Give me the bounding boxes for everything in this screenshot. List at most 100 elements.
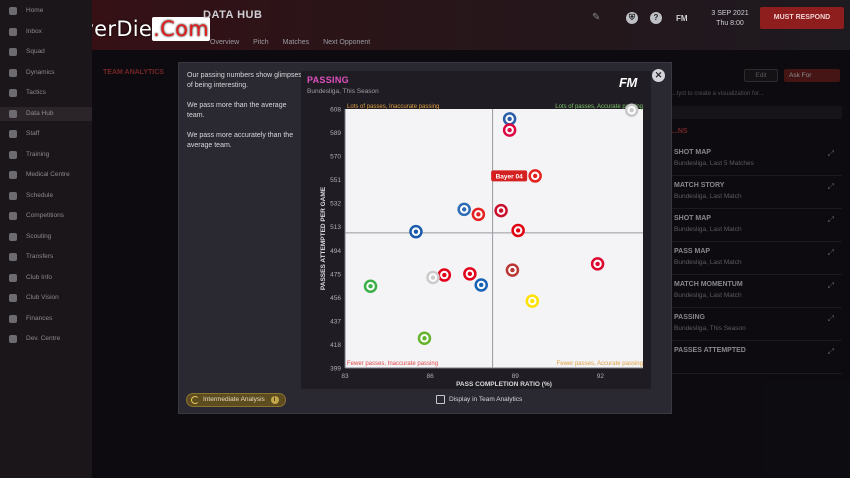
sidebar-item-competitions[interactable]: Competitions <box>0 209 92 223</box>
continue-button[interactable]: MUST RESPOND <box>760 7 844 29</box>
nav-icon <box>9 314 17 323</box>
expand-icon[interactable]: ⤢ <box>827 215 834 224</box>
analysis-card-title: PASS MAP <box>674 248 711 255</box>
team-crest-point-center <box>476 212 481 217</box>
expand-icon[interactable]: ⤢ <box>827 347 834 356</box>
analysis-card[interactable]: MATCH STORY Bundesliga, Last Match ⤢ <box>672 179 842 209</box>
quadrant-label-bottom-left: Fewer passes, Inaccurate passing <box>347 361 438 367</box>
team-crest-point-center <box>430 275 436 280</box>
analysis-search-input[interactable] <box>672 106 842 119</box>
quadrant-label-top-left: Lots of passes, Inaccurate passing <box>347 104 439 110</box>
team-crest-point-center <box>413 229 419 234</box>
chart-title: PASSING <box>307 75 349 85</box>
y-tick-label: 608 <box>330 107 341 114</box>
nav-icon <box>9 89 17 97</box>
sidebar-item-dev-centre[interactable]: Dev. Centre <box>0 332 92 346</box>
team-crest-point-center <box>467 271 473 277</box>
analysis-card[interactable]: SHOT MAP Bundesliga, Last Match ⤢ <box>672 212 842 242</box>
fm-menu-button[interactable]: FM <box>676 14 688 23</box>
team-crest-point-center <box>629 108 634 113</box>
sidebar-item-squad[interactable]: Squad <box>0 45 92 59</box>
expand-icon[interactable]: ⤢ <box>827 182 834 191</box>
team-crest-point-center <box>507 116 512 122</box>
subnav-next-opponent[interactable]: Next Opponent <box>323 39 371 46</box>
insight-text: We pass more than the average team. <box>187 102 287 119</box>
sidebar-item-label: Inbox <box>26 27 42 35</box>
sidebar-item-training[interactable]: Training <box>0 148 92 162</box>
sidebar-item-tactics[interactable]: Tactics <box>0 86 92 100</box>
nav-icon <box>9 212 17 220</box>
analysis-category: ...NS <box>672 128 688 135</box>
y-tick-label: 437 <box>330 318 341 325</box>
analysis-card[interactable]: MATCH MOMENTUM Bundesliga, Last Match ⤢ <box>672 278 842 308</box>
sidebar-item-inbox[interactable]: Inbox <box>0 25 92 39</box>
team-crest-point-center <box>530 298 535 304</box>
expand-icon[interactable]: ⤢ <box>827 149 834 158</box>
sidebar-item-home[interactable]: Home <box>0 4 92 18</box>
subnav-overview[interactable]: Overview <box>210 39 240 46</box>
nav-icon <box>9 253 17 261</box>
sidebar-item-label: Club Vision <box>26 294 59 301</box>
y-tick-label: 589 <box>330 130 341 137</box>
nav-icon <box>9 171 17 179</box>
close-button[interactable]: ✕ <box>652 69 665 82</box>
analysis-card-subtitle: Bundesliga, Last Match <box>674 259 742 266</box>
sidebar-item-transfers[interactable]: Transfers <box>0 250 92 264</box>
analysis-card-subtitle: Bundesliga, This Season <box>674 325 746 332</box>
sidebar-item-dynamics[interactable]: Dynamics <box>0 66 92 80</box>
sidebar-item-medical-centre[interactable]: Medical Centre <box>0 168 92 182</box>
nav-icon <box>9 130 17 138</box>
y-axis-label: PASSES ATTEMPTED PER GAME <box>320 186 327 290</box>
intermediate-analysis-badge[interactable]: Intermediate Analysis i <box>186 393 286 407</box>
sidebar-item-finances[interactable]: Finances <box>0 312 92 326</box>
ask-for-button[interactable]: Ask For <box>784 69 840 82</box>
subnav-pitch[interactable]: Pitch <box>253 39 269 46</box>
analysis-card[interactable]: PASS MAP Bundesliga, Last Match ⤢ <box>672 245 842 275</box>
help-icon[interactable]: ? <box>650 12 662 24</box>
x-tick-label: 92 <box>597 373 605 380</box>
info-icon[interactable]: i <box>270 396 279 404</box>
team-crest-point-center <box>507 127 512 133</box>
sidebar-item-scouting[interactable]: Scouting <box>0 230 92 244</box>
sidebar-item-club-vision[interactable]: Club Vision <box>0 291 92 305</box>
sidebar-item-label: Training <box>26 150 50 158</box>
y-tick-label: 551 <box>330 177 341 184</box>
sidebar-item-data-hub[interactable]: Data Hub <box>0 106 92 121</box>
analysis-card[interactable]: SHOT MAP Bundesliga, Last 5 Matches ⤢ <box>672 146 842 176</box>
y-tick-label: 513 <box>330 224 341 231</box>
expand-icon[interactable]: ⤢ <box>827 281 834 290</box>
sidebar-item-schedule[interactable]: Schedule <box>0 189 92 203</box>
shield-icon[interactable]: ⛨ <box>626 12 638 24</box>
nav-icon <box>9 294 17 302</box>
sidebar-item-staff[interactable]: Staff <box>0 127 92 141</box>
sidebar-item-label: Finances <box>26 314 53 322</box>
display-in-team-analytics-checkbox[interactable]: Display in Team Analytics <box>436 395 522 405</box>
fm-logo: FM <box>619 75 637 90</box>
analysis-card[interactable]: PASSING Bundesliga, This Season ⤢ <box>672 311 842 341</box>
date-display[interactable]: 3 SEP 2021 Thu 8:00 <box>711 10 749 27</box>
y-tick-label: 456 <box>330 295 341 302</box>
analysis-card-subtitle: Bundesliga, Last Match <box>674 292 742 299</box>
sidebar-item-club-info[interactable]: Club Info <box>0 271 92 285</box>
edit-icon[interactable]: ✎ <box>592 12 601 23</box>
sidebar-item-label: Transfers <box>26 253 54 260</box>
y-tick-label: 475 <box>330 271 341 278</box>
checkbox-icon[interactable] <box>436 395 445 404</box>
team-crest-point-center <box>462 207 467 212</box>
sidebar-item-label: Data Hub <box>26 109 54 117</box>
analysis-card-title: SHOT MAP <box>674 149 711 156</box>
analysis-card-title: MATCH STORY <box>674 182 725 189</box>
plot-area <box>345 109 643 368</box>
nav-icon <box>9 48 17 56</box>
subnav-matches[interactable]: Matches <box>282 39 310 46</box>
team-analytics-tab[interactable]: TEAM ANALYTICS <box>103 69 164 76</box>
analysis-card[interactable]: PASSES ATTEMPTED ⤢ <box>672 344 842 374</box>
edit-button[interactable]: Edit <box>744 69 778 82</box>
team-crest-point-center <box>422 336 427 341</box>
nav-icon <box>9 109 17 118</box>
nav-icon <box>9 7 17 15</box>
expand-icon[interactable]: ⤢ <box>827 248 834 257</box>
team-crest-point-center <box>442 272 447 278</box>
expand-icon[interactable]: ⤢ <box>827 314 834 323</box>
highlight-team-label: Bayer 04 <box>496 173 523 180</box>
